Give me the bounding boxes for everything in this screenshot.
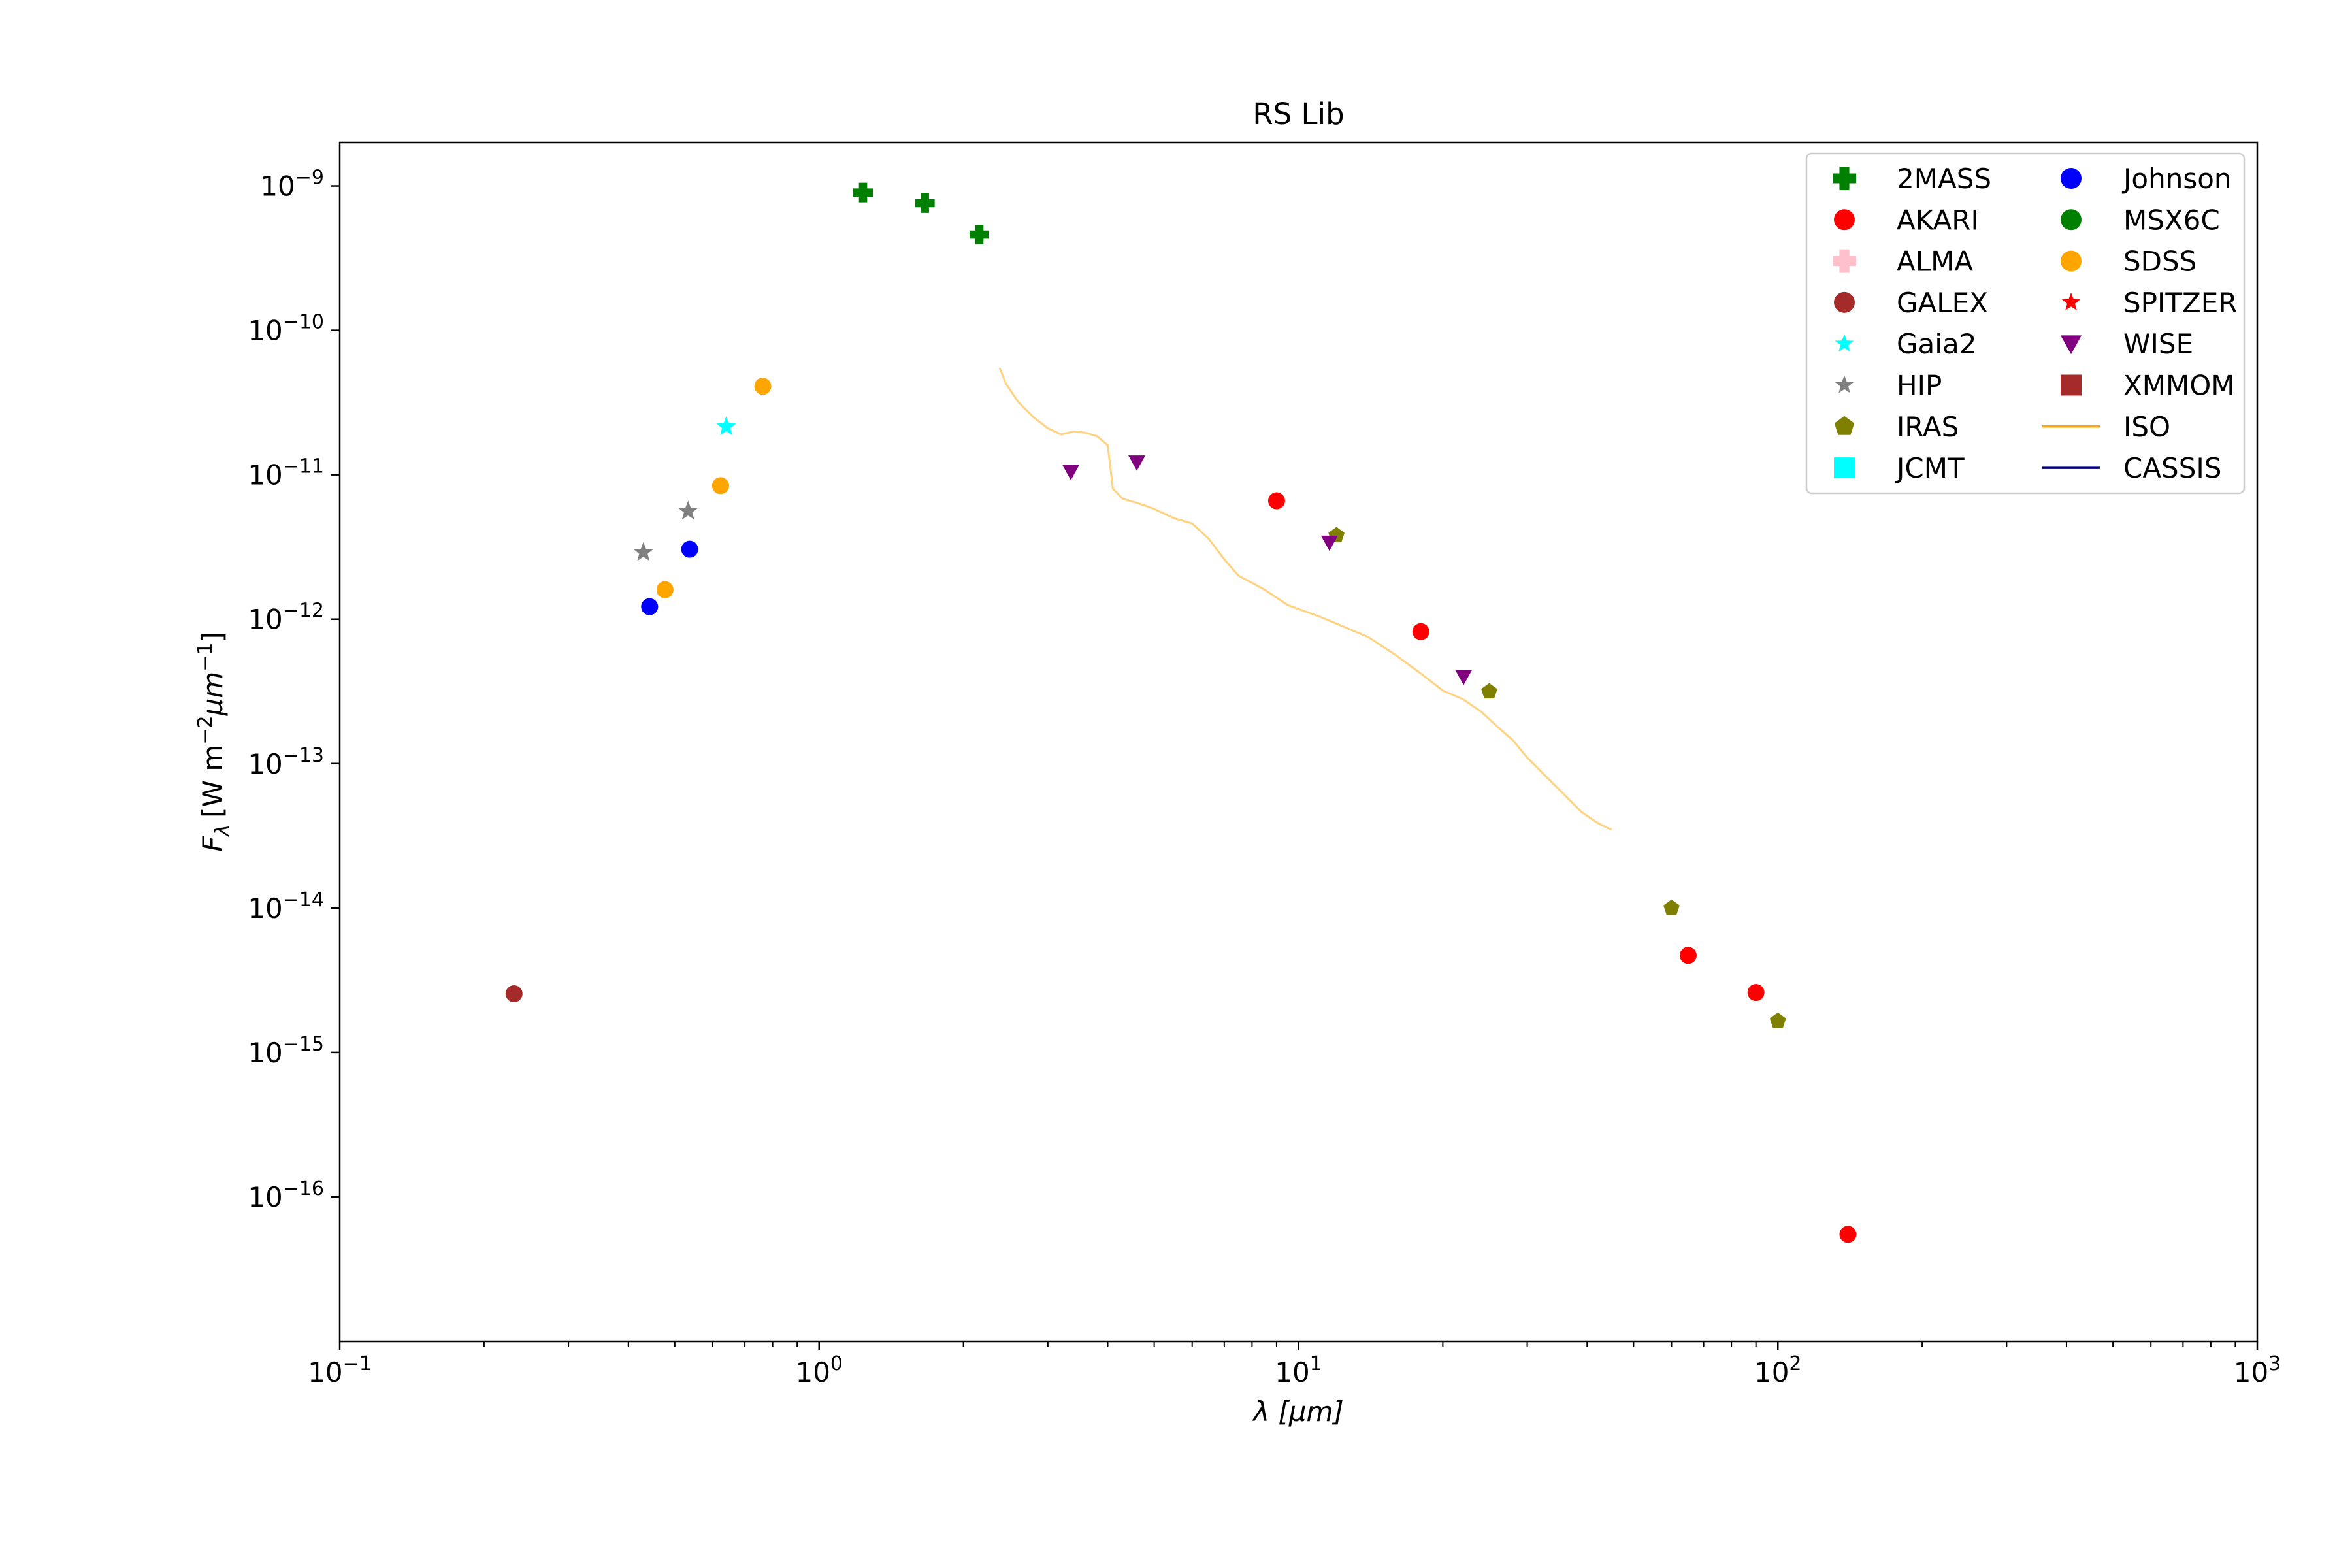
legend-marker-galex bbox=[1834, 291, 1855, 313]
2mass-data-point bbox=[970, 225, 990, 245]
legend-marker-sdss bbox=[2061, 250, 2082, 272]
x-axis-label: λ [μm] bbox=[1252, 1396, 1344, 1428]
legend-marker-wise bbox=[2061, 335, 2082, 355]
iras-data-point bbox=[1769, 1012, 1786, 1028]
wise-data-point bbox=[1128, 455, 1146, 471]
legend-label-hip: HIP bbox=[1897, 370, 1942, 402]
legend-marker-johnson bbox=[2061, 168, 2082, 189]
gaia2-data-point bbox=[716, 416, 736, 436]
legend-marker-akari bbox=[1834, 209, 1855, 231]
johnson-data-point bbox=[641, 598, 659, 615]
legend-label-johnson: Johnson bbox=[2121, 163, 2232, 195]
y-tick-label: 10−10 bbox=[248, 311, 324, 347]
plot-area bbox=[505, 182, 1857, 1243]
legend-marker-gaia2 bbox=[1835, 334, 1854, 352]
sdss-data-point bbox=[711, 477, 729, 495]
y-axis-label-unit-end: ] bbox=[197, 632, 229, 642]
y-tick-label: 10−13 bbox=[248, 744, 324, 780]
legend-marker-alma bbox=[1833, 249, 1856, 273]
legend-label-spitzer: SPITZER bbox=[2123, 287, 2238, 319]
y-tick-label: 10−9 bbox=[260, 167, 324, 203]
legend-box bbox=[1805, 152, 2246, 495]
legend-label-iras: IRAS bbox=[1897, 411, 1959, 443]
legend-label-akari: AKARI bbox=[1897, 204, 1979, 236]
sdss-data-point bbox=[656, 581, 674, 598]
legend: 2MASS AKARI ALMA GALEX Gaia2 HIP IRAS JCMT Johns… bbox=[1805, 152, 2246, 495]
akari-data-point bbox=[1412, 623, 1429, 640]
legend-label-sdss: SDSS bbox=[2123, 246, 2197, 278]
axes-frame bbox=[338, 141, 2259, 1343]
legend-marker-iras bbox=[1834, 416, 1855, 435]
legend-marker-xmmom bbox=[2061, 374, 2082, 396]
2mass-data-point bbox=[853, 182, 874, 203]
akari-data-point bbox=[1839, 1226, 1857, 1243]
akari-data-point bbox=[1747, 984, 1765, 1002]
legend-label-gaia2: Gaia2 bbox=[1897, 328, 1976, 360]
legend-label-cassis: CASSIS bbox=[2123, 452, 2221, 484]
iras-data-point bbox=[1481, 683, 1497, 699]
x-tick-label: 102 bbox=[1754, 1352, 1802, 1388]
iras-data-point bbox=[1663, 899, 1680, 915]
axis-ticks: 10−1 100 101 102 103 10−16 10−15 10−14 10−13 10−1… bbox=[248, 167, 2281, 1388]
wise-data-point bbox=[1320, 535, 1338, 551]
hip-data-point bbox=[633, 542, 654, 561]
x-tick-label: 103 bbox=[2234, 1352, 2281, 1388]
x-tick-label: 101 bbox=[1275, 1352, 1322, 1388]
y-axis-label-unit-mid: μm bbox=[197, 672, 229, 717]
wise-data-point bbox=[1455, 670, 1473, 685]
legend-label-alma: ALMA bbox=[1897, 246, 1973, 278]
legend-label-jcmt: JCMT bbox=[1895, 452, 1965, 484]
legend-label-wise: WISE bbox=[2123, 328, 2193, 360]
legend-marker-hip bbox=[1835, 375, 1854, 393]
y-tick-label: 10−14 bbox=[248, 889, 324, 924]
sdss-data-point bbox=[754, 378, 772, 395]
legend-label-2mass: 2MASS bbox=[1897, 163, 1991, 195]
y-axis-label: Fλ [W m−2μm−1] bbox=[194, 632, 234, 852]
legend-marker-jcmt bbox=[1834, 457, 1855, 479]
legend-label-galex: GALEX bbox=[1897, 287, 1988, 319]
y-tick-label: 10−12 bbox=[248, 600, 324, 636]
legend-label-xmmom: XMMOM bbox=[2123, 370, 2235, 402]
wise-data-point bbox=[1062, 465, 1080, 480]
x-tick-label: 10−1 bbox=[308, 1352, 372, 1388]
legend-marker-spitzer bbox=[2061, 292, 2081, 311]
akari-data-point bbox=[1679, 947, 1697, 964]
hip-data-point bbox=[678, 500, 698, 520]
legend-label-msx6c: MSX6C bbox=[2123, 204, 2220, 236]
y-axis-label-exp2: −1 bbox=[194, 643, 217, 672]
akari-data-point bbox=[1267, 492, 1285, 510]
y-axis-label-sub: λ bbox=[211, 825, 234, 838]
legend-label-iso: ISO bbox=[2123, 411, 2170, 443]
y-tick-label: 10−15 bbox=[248, 1033, 324, 1069]
y-tick-label: 10−16 bbox=[248, 1177, 324, 1213]
iso-spectrum-line bbox=[998, 367, 1612, 831]
legend-marker-2mass bbox=[1833, 167, 1856, 190]
2mass-data-point bbox=[915, 193, 935, 213]
x-tick-label: 100 bbox=[795, 1352, 843, 1388]
galex-data-point bbox=[505, 985, 523, 1003]
y-axis-label-unit: [W m bbox=[197, 745, 229, 818]
y-axis-label-main: F bbox=[197, 836, 229, 852]
chart-title: RS Lib bbox=[1252, 97, 1344, 131]
legend-marker-msx6c bbox=[2061, 209, 2082, 231]
johnson-data-point bbox=[681, 540, 698, 558]
y-tick-label: 10−11 bbox=[248, 455, 324, 491]
y-axis-label-exp1: −2 bbox=[194, 715, 217, 744]
